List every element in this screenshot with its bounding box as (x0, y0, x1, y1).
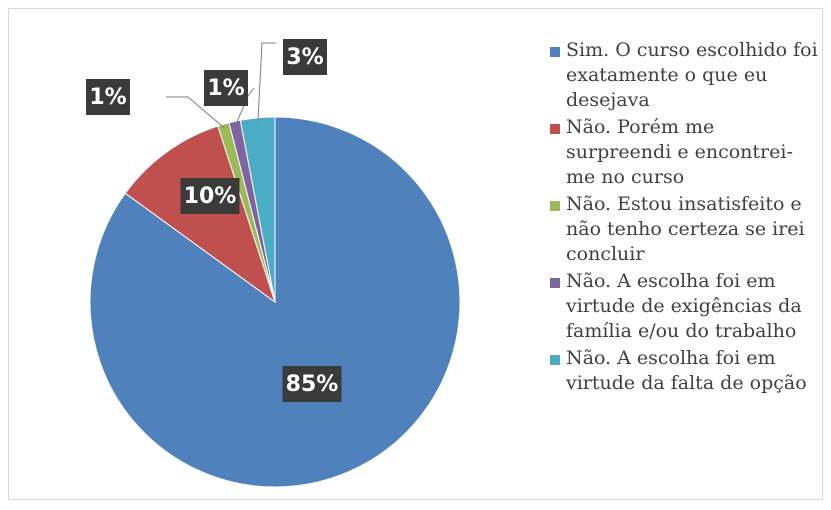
data-label: 1% (89, 85, 126, 110)
legend-label: Não. A escolha foi em virtude da falta d… (566, 347, 807, 394)
pie-slice (124, 125, 276, 304)
data-label-box (204, 70, 248, 106)
legend-swatch (550, 278, 560, 288)
legend: Sim. O curso escolhido foi exatamente o … (548, 38, 818, 423)
legend-item: Não. Porém me surpreendi e encontrei-me … (548, 115, 818, 192)
legend-item: Não. A escolha foi em virtude da falta d… (548, 346, 818, 423)
legend-label: Não. Estou insatisfeito e não tenho cert… (566, 193, 805, 265)
data-label-box (282, 366, 342, 402)
pie-slice (239, 116, 276, 303)
leader-line (166, 96, 225, 129)
data-label: 3% (286, 45, 323, 70)
data-label-box (86, 79, 130, 115)
legend-swatch (550, 124, 560, 134)
data-label: 1% (207, 76, 244, 101)
data-label-box (283, 39, 327, 75)
legend-item: Sim. O curso escolhido foi exatamente o … (548, 38, 818, 115)
legend-swatch (550, 47, 560, 57)
legend-swatch (550, 201, 560, 211)
legend-item: Não. A escolha foi em virtude de exigênc… (548, 269, 818, 346)
legend-label: Não. Porém me surpreendi e encontrei-me … (566, 116, 793, 188)
legend-label: Não. A escolha foi em virtude de exigênc… (566, 270, 802, 342)
legend-swatch (550, 355, 560, 365)
data-label-box (180, 178, 240, 214)
leader-line (257, 42, 276, 122)
legend-label: Sim. O curso escolhido foi exatamente o … (566, 39, 818, 111)
legend-item: Não. Estou insatisfeito e não tenho cert… (548, 192, 818, 269)
data-label: 85% (286, 372, 339, 397)
data-label: 10% (184, 184, 237, 209)
